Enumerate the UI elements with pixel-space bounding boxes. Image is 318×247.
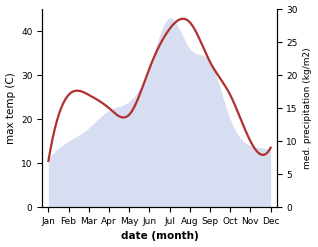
Y-axis label: max temp (C): max temp (C) xyxy=(5,72,16,144)
X-axis label: date (month): date (month) xyxy=(121,231,198,242)
Y-axis label: med. precipitation (kg/m2): med. precipitation (kg/m2) xyxy=(303,47,313,169)
